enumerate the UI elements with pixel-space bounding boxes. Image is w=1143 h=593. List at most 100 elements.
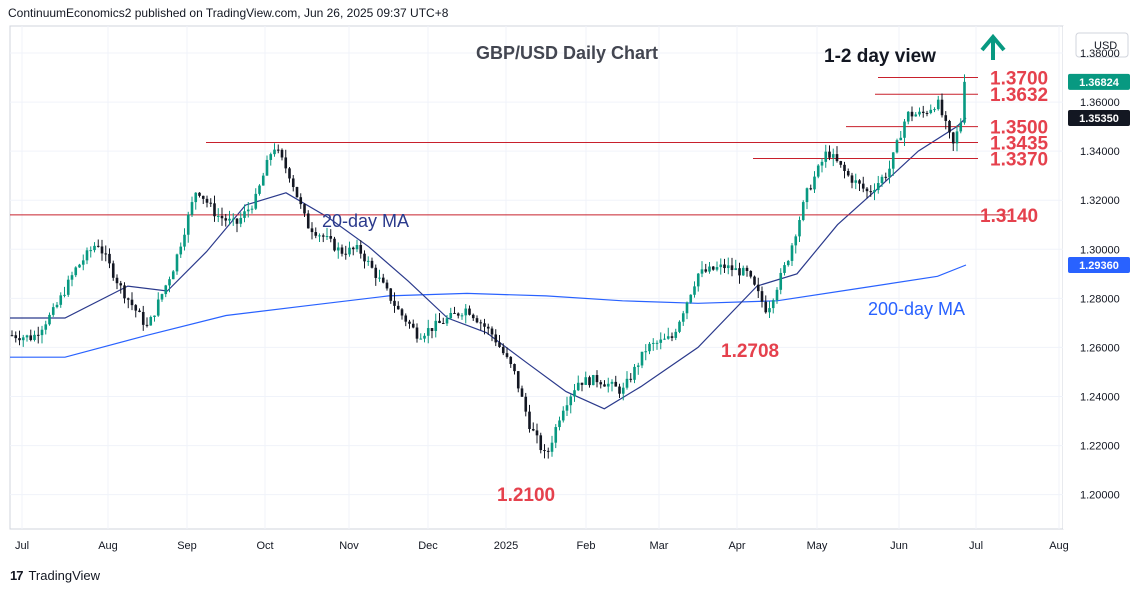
candle-body (914, 114, 918, 117)
x-tick-label: Nov (339, 540, 359, 552)
candle-body (509, 356, 513, 365)
candle-body (543, 450, 546, 452)
candle-body (21, 337, 25, 341)
candle-body (730, 265, 734, 271)
candle-body (951, 132, 955, 144)
candle-body (89, 250, 93, 252)
candle-body (869, 191, 873, 193)
candle-body (40, 329, 44, 336)
price-label-text: 1.29360 (1079, 260, 1119, 272)
candle-body (936, 99, 940, 110)
candle-body (261, 175, 265, 186)
candle-body (636, 365, 640, 367)
candle-body (700, 269, 704, 274)
candle-body (430, 328, 434, 331)
candle-body (753, 276, 756, 285)
candle-body (483, 323, 486, 327)
currency-label: USD (1094, 40, 1117, 52)
candle-body (141, 311, 145, 325)
candle-body (528, 411, 531, 430)
y-tick-label: 1.22000 (1080, 441, 1120, 453)
chart-annotation: 20-day MA (322, 211, 409, 231)
candle-body (306, 213, 310, 229)
candle-body (678, 321, 681, 332)
candle-body (741, 267, 745, 276)
candle-body (895, 140, 899, 153)
ma20-series (10, 117, 967, 410)
candle-body (723, 264, 726, 269)
candle-body (374, 267, 378, 278)
candle-body (44, 324, 48, 330)
candle-body (861, 183, 865, 189)
candle-body (820, 161, 824, 166)
candle-body (115, 277, 119, 284)
candle-body (565, 405, 569, 411)
footer: 17 TradingView (10, 568, 100, 583)
x-tick-label: Jul (969, 540, 983, 552)
candle-body (674, 331, 678, 338)
y-tick-label: 1.24000 (1080, 392, 1120, 404)
annotations-group: GBP/USD Daily Chart 1-2 day view 20-day MA… (322, 33, 1006, 506)
candle-body (906, 111, 910, 122)
candle-body (258, 185, 261, 194)
candle-body (775, 289, 779, 301)
candle-body (186, 214, 190, 235)
candle-body (104, 253, 108, 255)
candle-body (876, 183, 880, 191)
candle-body (415, 327, 419, 339)
candle-body (336, 247, 340, 251)
x-tick-label: Oct (256, 540, 273, 552)
candle-body (835, 154, 839, 162)
candle-body (153, 315, 156, 317)
candle-body (381, 277, 385, 283)
tradingview-logo: 17 (10, 568, 24, 583)
y-tick-label: 1.28000 (1080, 293, 1120, 305)
candle-body (824, 151, 828, 162)
candle-body (933, 109, 936, 111)
candle-body (130, 299, 134, 306)
currency-button[interactable] (1075, 32, 1129, 58)
candle-body (36, 334, 40, 336)
candle-body (809, 188, 813, 190)
level-label: 1.3435 (990, 134, 1049, 155)
candle-body (955, 131, 959, 144)
x-tick-label: Jul (15, 540, 29, 552)
candle-body (531, 429, 535, 431)
x-tick-label: Apr (728, 540, 745, 552)
x-tick-label: Aug (98, 540, 118, 552)
candle-body (696, 273, 700, 287)
candle-body (625, 378, 629, 388)
candle-body (366, 260, 370, 262)
candle-body (621, 387, 625, 394)
candle-body (318, 235, 321, 237)
candle-body (918, 111, 921, 115)
candle-body (205, 198, 209, 203)
candle-body (171, 271, 175, 280)
candle-body (449, 312, 453, 319)
candle-body (18, 338, 21, 341)
candle-body (670, 336, 674, 338)
ma200-series (10, 264, 967, 358)
candle-body (828, 151, 831, 158)
candle-body (108, 253, 111, 264)
price-label-badge (1068, 73, 1130, 90)
candle-body (329, 236, 333, 239)
candle-body (464, 308, 468, 316)
candle-body (168, 279, 171, 286)
candle-body (359, 245, 363, 254)
candle-body (813, 176, 816, 190)
candle-body (595, 375, 599, 383)
candle-body (618, 386, 621, 394)
candle-body (288, 168, 291, 179)
candlestick-series (10, 74, 966, 459)
candle-body (925, 112, 929, 114)
candle-body (865, 188, 869, 192)
candle-body (839, 161, 843, 165)
candle-body (794, 236, 798, 246)
ma200-line (10, 264, 967, 358)
candle-body (764, 301, 768, 313)
candle-body (10, 335, 14, 337)
candle-body (385, 282, 389, 289)
candle-body (546, 450, 550, 452)
